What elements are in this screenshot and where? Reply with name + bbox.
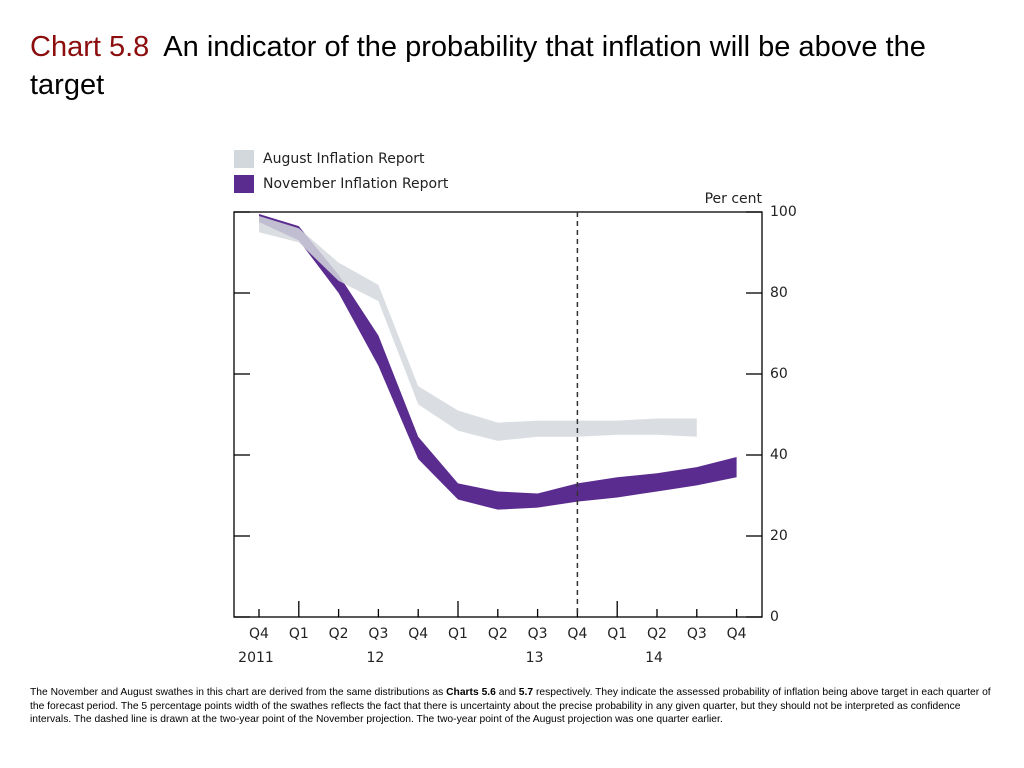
x-tick-label: Q2: [647, 626, 667, 642]
legend-swatch: [234, 150, 254, 168]
title-block: Chart 5.8 An indicator of the probability…: [30, 28, 990, 104]
y-axis-label: Per cent: [705, 191, 763, 207]
year-label: 13: [526, 650, 544, 666]
note-text: and: [495, 687, 519, 698]
y-tick-label: 40: [770, 447, 788, 463]
chart: Per cent 0 20 40 60 80 100 Q4 2011 Q1 Q2 Q3 12 Q4 Q1 Q…: [233, 150, 797, 666]
note-text: 5.7: [518, 687, 534, 698]
x-tick-label: Q3: [528, 626, 548, 642]
x-tick-label: Q3: [368, 626, 388, 642]
year-label: 14: [645, 650, 663, 666]
year-label: 12: [366, 650, 384, 666]
chart-title: An indicator of the probability that inf…: [30, 31, 926, 101]
x-tick-label: Q3: [687, 626, 707, 642]
x-tick-label: Q1: [607, 626, 627, 642]
note-text: Charts 5.6: [446, 687, 496, 698]
year-label: 2011: [238, 650, 274, 666]
x-tick-label: Q4: [408, 626, 428, 642]
x-tick-label: Q4: [567, 626, 587, 642]
x-tick-label: Q2: [488, 626, 508, 642]
y-tick-label: 80: [770, 285, 788, 301]
note-text: respectively. They indicate the assessed…: [30, 687, 991, 725]
y-tick-label: 0: [770, 609, 779, 625]
x-tick-label: Q4: [249, 626, 269, 642]
x-tick-label: Q1: [289, 626, 309, 642]
legend-swatch: [234, 175, 254, 193]
y-tick-label: 100: [770, 204, 797, 220]
y-tick-label: 60: [770, 366, 788, 382]
y-tick-label: 20: [770, 528, 788, 544]
x-tick-label: Q2: [329, 626, 349, 642]
x-tick-label: Q1: [448, 626, 468, 642]
chart-label: Chart 5.8: [30, 31, 150, 63]
note-text: The November and August swathes in this …: [30, 687, 447, 698]
legend-label: November Inflation Report: [263, 176, 449, 192]
x-tick-label: Q4: [727, 626, 747, 642]
legend-label: August Inflation Report: [263, 151, 425, 167]
plot-frame: [233, 211, 763, 618]
footnote: The November and August swathes in this …: [30, 686, 994, 727]
swathe: [259, 216, 697, 441]
